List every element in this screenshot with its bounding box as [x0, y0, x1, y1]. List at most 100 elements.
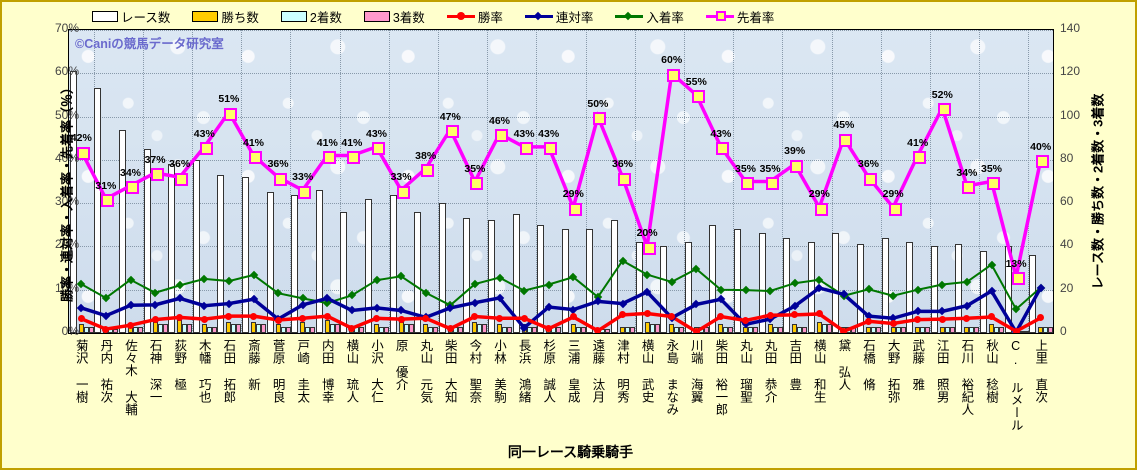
x-axis-title: 同一レース騎乗騎手 — [507, 444, 634, 460]
win-count-bar — [324, 320, 330, 333]
chart-legend: レース数 勝ち数 2着数 3着数 勝率 連対率 入着率 先着率 — [92, 6, 1052, 26]
lead-rate-data-label: 35% — [759, 162, 781, 175]
race-count-bar — [414, 211, 422, 333]
legend-item-レース数: レース数 — [92, 7, 170, 26]
win-count-bar — [915, 326, 921, 333]
lead-rate-marker — [691, 90, 705, 104]
win-rate-marker — [151, 316, 159, 324]
third-count-bar — [507, 326, 512, 333]
third-count-bar — [187, 324, 193, 333]
second-count-bar — [526, 326, 532, 333]
plot-area: ©Caniの競馬データ研究室 42% 31% 34% 37% 36% 43% 51% 41% 3… — [68, 29, 1054, 334]
third-count-bar — [310, 326, 316, 333]
gridline-vertical — [930, 30, 931, 333]
win-rate-marker — [643, 310, 651, 318]
lead-rate-marker — [495, 129, 508, 143]
lead-rate-marker — [175, 172, 189, 186]
y-axis-left-tick: 60% — [54, 64, 79, 79]
race-count-bar — [537, 224, 545, 333]
gridline-horizontal — [69, 116, 1053, 118]
legend-label: 勝ち数 — [221, 10, 259, 25]
lead-rate-marker — [298, 185, 312, 199]
lead-rate-marker — [888, 202, 902, 216]
legend-item-入着率: 入着率 — [615, 7, 684, 26]
win-count-bar — [1038, 326, 1044, 333]
x-axis-label: 内田 博幸 — [319, 339, 334, 403]
lead-rate-marker — [396, 185, 410, 199]
win-rate-marker — [127, 321, 134, 329]
y-axis-right-tick: 20 — [1060, 280, 1074, 295]
lead-rate-data-label: 50% — [587, 97, 609, 110]
second-count-bar — [797, 326, 803, 333]
win-rate-marker — [545, 325, 553, 333]
win-rate-marker — [299, 314, 307, 322]
legend-label: 勝率 — [477, 10, 503, 25]
win-rate-marker — [938, 315, 946, 323]
lead-rate-marker — [962, 181, 976, 195]
win-rate-marker — [176, 313, 184, 321]
lead-rate-marker — [224, 107, 238, 121]
gridline-horizontal — [69, 203, 1053, 205]
third-count-bar — [531, 326, 537, 333]
win-rate-marker — [692, 328, 700, 333]
lead-rate-data-label: 36% — [611, 158, 634, 171]
race-count-bar — [660, 246, 668, 333]
race-count-bar — [906, 242, 914, 333]
second-count-bar — [944, 326, 950, 333]
third-count-bar — [211, 326, 217, 333]
second-count-bar — [994, 326, 999, 333]
lead-rate-marker — [249, 151, 262, 165]
lead-rate-data-label: 36% — [267, 158, 289, 171]
legend-item-勝率: 勝率 — [446, 7, 503, 26]
second-count-bar — [1043, 326, 1049, 333]
lead-rate-data-label: 33% — [390, 171, 412, 184]
lead-rate-marker — [347, 151, 361, 165]
race-count-bar — [217, 175, 225, 333]
x-axis-label: 黛 弘人 — [836, 339, 851, 391]
gridline-vertical — [192, 30, 193, 333]
x-axis-label: 菅原 明良 — [270, 339, 285, 403]
x-axis-label: 小沢 大仁 — [369, 339, 383, 403]
second-count-bar — [83, 326, 89, 333]
gridline-vertical — [438, 30, 439, 333]
second-count-bar — [182, 324, 188, 333]
race-count-bar — [758, 233, 766, 333]
win-rate-marker — [250, 312, 257, 320]
win-rate-marker — [471, 313, 479, 321]
third-count-bar — [876, 326, 881, 333]
race-count-bar — [242, 177, 249, 333]
race-count-bar — [684, 242, 692, 333]
x-axis-label: 石神 深一 — [147, 339, 162, 403]
lead-rate-data-label: 34% — [956, 166, 978, 179]
win-count-bar — [866, 326, 871, 333]
second-count-bar — [772, 326, 778, 333]
x-axis-label: 丸田 恭介 — [762, 339, 777, 403]
legend-label: 入着率 — [646, 10, 684, 25]
lead-rate-marker — [642, 241, 656, 255]
race-count-bar — [512, 213, 520, 333]
second-count-bar — [428, 326, 434, 333]
win-rate-marker — [77, 315, 85, 323]
second-count-bar — [821, 324, 827, 333]
third-count-bar — [1048, 326, 1053, 333]
x-axis-label: 丸山 瑠聖 — [738, 339, 752, 403]
win-rate-marker — [323, 312, 331, 320]
lead-rate-data-label: 38% — [415, 149, 437, 162]
x-axis-label: 丹内 祐次 — [98, 339, 113, 403]
third-count-bar — [1023, 330, 1029, 333]
gridline-vertical — [979, 30, 981, 333]
win-rate-marker — [397, 315, 405, 323]
gridline-vertical — [585, 30, 587, 333]
lead-rate-data-label: 45% — [833, 119, 855, 132]
win-rate-marker — [446, 325, 454, 333]
win-rate-marker — [373, 314, 380, 322]
lead-rate-marker — [937, 103, 951, 117]
second-count-bar — [403, 324, 409, 333]
win-rate-marker — [988, 313, 995, 321]
second-count-bar — [256, 324, 261, 333]
gridline-horizontal — [69, 289, 1053, 291]
gridline-vertical — [634, 30, 636, 333]
x-axis-label: 三浦 皇成 — [565, 339, 580, 403]
y-axis-right-tick: 80 — [1060, 150, 1074, 165]
win-count-bar — [669, 324, 675, 333]
